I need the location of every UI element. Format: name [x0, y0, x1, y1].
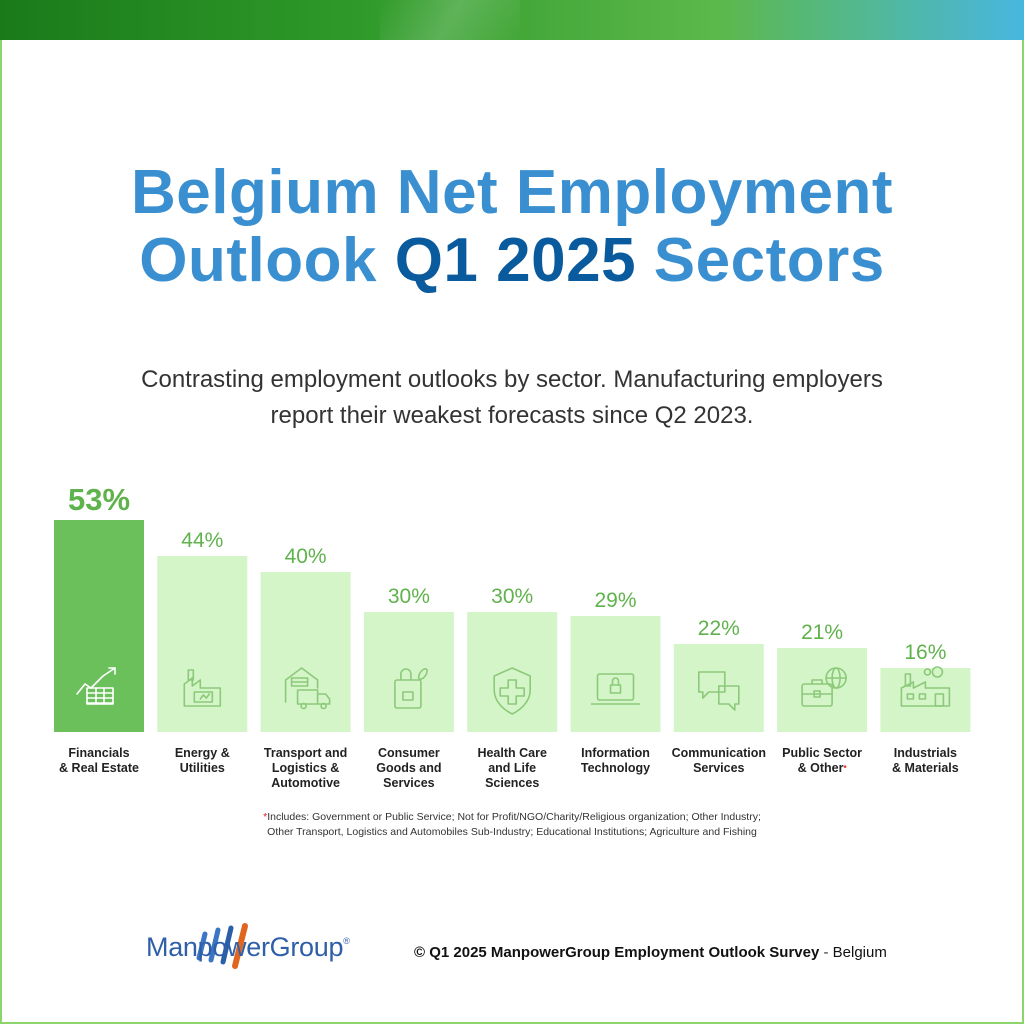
bar-9 — [880, 668, 971, 732]
category-label-line: & Real Estate — [59, 761, 139, 775]
sector-bar-chart: 53% 44% 40% 30% 30% 29% 22% 21% 16% — [54, 482, 971, 732]
bar-5 — [467, 612, 558, 732]
copyright-country: Belgium — [832, 944, 887, 961]
category-label-line: Consumer — [377, 746, 440, 760]
value-label-2: 44% — [181, 529, 223, 552]
value-label-9: 16% — [904, 641, 946, 664]
category-label-3: Transport and Logistics & Automotive — [252, 746, 360, 791]
chart-subtitle: Contrasting employment outlooks by secto… — [141, 366, 883, 429]
category-label-line: Sciences — [485, 776, 540, 790]
laptop-lock-icon — [590, 673, 641, 705]
category-label-2: Energy & Utilities — [148, 746, 256, 776]
value-label-7: 22% — [698, 617, 740, 640]
copyright-separator: - — [819, 944, 833, 961]
category-label-line: Technology — [580, 761, 651, 775]
top-gradient-bar — [0, 0, 1024, 40]
category-label-line: Communication — [671, 746, 767, 760]
brand-wordmark: ManpowerGroup — [146, 932, 344, 962]
top-bar-sheen — [380, 0, 520, 40]
chat-bubbles-icon — [697, 671, 740, 711]
category-label-line: and Life — [488, 761, 537, 775]
chart-growth-icon — [76, 667, 116, 705]
brand-name: ManpowerGroup® — [146, 932, 350, 963]
value-label-1: 53% — [68, 482, 130, 517]
footnote: *Includes: Government or Public Service;… — [150, 810, 874, 840]
footnote-line2: Other Transport, Logistics and Automobil… — [267, 826, 757, 838]
footnote-line1: Includes: Government or Public Service; … — [267, 811, 761, 823]
value-label-4: 30% — [388, 585, 430, 608]
briefcase-globe-icon — [801, 667, 847, 707]
bar-4 — [363, 612, 454, 732]
category-label-4: Consumer Goods and Services — [355, 746, 463, 791]
category-label-1: Financials & Real Estate — [45, 746, 153, 776]
category-label-line: Financials — [68, 746, 130, 760]
category-label-line: Automotive — [271, 776, 340, 790]
title-quarter: Q1 2025 — [394, 226, 637, 295]
category-label-5: Health Care and Life Sciences — [458, 746, 566, 791]
value-label-3: 40% — [285, 545, 327, 568]
industrial-plant-icon — [900, 666, 951, 707]
bar-1 — [54, 520, 144, 732]
category-label-line: Health Care — [477, 746, 547, 760]
category-label-9: Industrials & Materials — [871, 746, 979, 776]
bar-8 — [777, 648, 868, 732]
value-label-6: 29% — [594, 589, 636, 612]
chart-title-line2: Outlook Q1 2025 Sectors — [0, 226, 1024, 296]
value-label-8: 21% — [801, 621, 843, 644]
category-label-line: Logistics & — [271, 761, 340, 775]
category-label-line: & Other — [797, 761, 844, 775]
shield-cross-icon — [493, 667, 532, 715]
title-outlook: Outlook — [139, 226, 395, 295]
category-label-line: Transport and — [263, 746, 348, 760]
category-label-line: & Materials — [892, 761, 959, 775]
category-label-line: Public Sector — [782, 746, 863, 760]
category-label-6: Information Technology — [562, 746, 670, 776]
copyright-line: © Q1 2025 ManpowerGroup Employment Outlo… — [414, 944, 887, 961]
category-label-line: Utilities — [179, 761, 225, 775]
category-label-line: Information — [581, 746, 650, 760]
category-label-line: Services — [693, 761, 745, 775]
category-label-8: Public Sector & Other* — [768, 746, 876, 776]
category-label-line: Energy & — [174, 746, 230, 760]
title-sectors: Sectors — [636, 226, 885, 295]
value-label-5: 30% — [491, 585, 533, 608]
shopping-bag-icon — [394, 667, 428, 709]
chart-title-line1: Belgium Net Employment — [131, 158, 893, 227]
warehouse-truck-icon — [284, 667, 331, 710]
registered-mark: ® — [343, 936, 350, 946]
footnote-marker-inline: * — [843, 764, 847, 773]
factory-battery-icon — [183, 669, 222, 707]
category-label-7: Communication Services — [665, 746, 773, 776]
copyright-survey: © Q1 2025 ManpowerGroup Employment Outlo… — [414, 944, 820, 961]
manpowergroup-logo-icon — [196, 923, 248, 969]
footnote-marker: * — [263, 811, 268, 823]
category-label-line: Industrials — [893, 746, 957, 760]
category-label-line: Services — [383, 776, 435, 790]
category-label-line: Goods and — [376, 761, 442, 775]
